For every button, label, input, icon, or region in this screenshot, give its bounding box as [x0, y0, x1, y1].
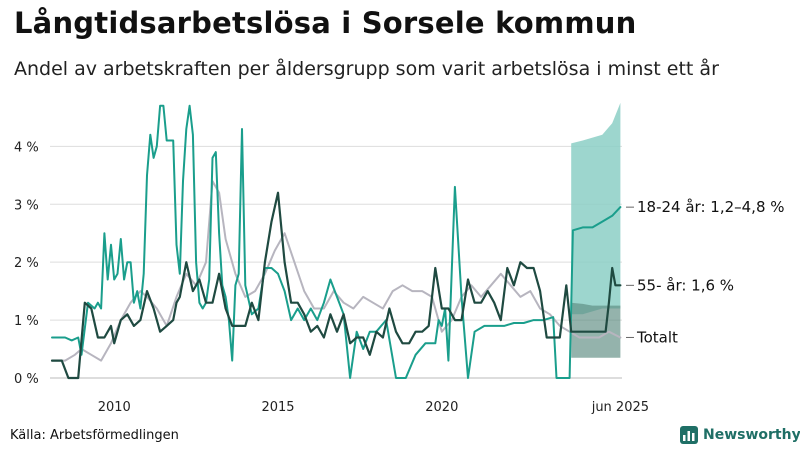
- source-note: Källa: Arbetsförmedlingen: [10, 428, 179, 443]
- newsworthy-logo-icon: [680, 426, 698, 444]
- older-series-line: [50, 191, 622, 380]
- total-end-label: Totalt: [636, 328, 678, 346]
- brand-logo: Newsworthy: [680, 426, 800, 444]
- older-confidence-band: [571, 302, 621, 358]
- youth-confidence-band: [571, 102, 621, 315]
- x-tick-label: 2020: [425, 400, 458, 415]
- y-tick-label: 4 %: [14, 140, 39, 155]
- y-tick-label: 0 %: [14, 372, 39, 387]
- series-end-labels: 18-24 år: 1,2–4,8 % 55- år: 1,6 % Totalt: [626, 198, 785, 346]
- x-tick-label: 2015: [261, 400, 294, 415]
- series-lines: [50, 104, 622, 380]
- brand-name: Newsworthy: [703, 427, 800, 443]
- y-tick-label: 1 %: [14, 314, 39, 329]
- uncertainty-bands: [571, 102, 621, 358]
- older-end-label: 55- år: 1,6 %: [637, 276, 734, 294]
- y-tick-label: 3 %: [14, 198, 39, 213]
- x-tick-label: jun 2025: [591, 400, 649, 415]
- y-axis: 0 % 1 % 2 % 3 % 4 %: [14, 140, 39, 387]
- chart-subtitle: Andel av arbetskraften per åldersgrupp s…: [14, 58, 719, 80]
- x-axis: 2010 2015 2020 jun 2025: [98, 400, 649, 415]
- youth-series-line: [51, 104, 622, 379]
- youth-end-label: 18-24 år: 1,2–4,8 %: [637, 198, 785, 216]
- grid-lines: [50, 145, 622, 379]
- y-tick-label: 2 %: [14, 256, 39, 271]
- x-tick-label: 2010: [98, 400, 131, 415]
- chart-title: Långtidsarbetslösa i Sorsele kommun: [14, 6, 637, 40]
